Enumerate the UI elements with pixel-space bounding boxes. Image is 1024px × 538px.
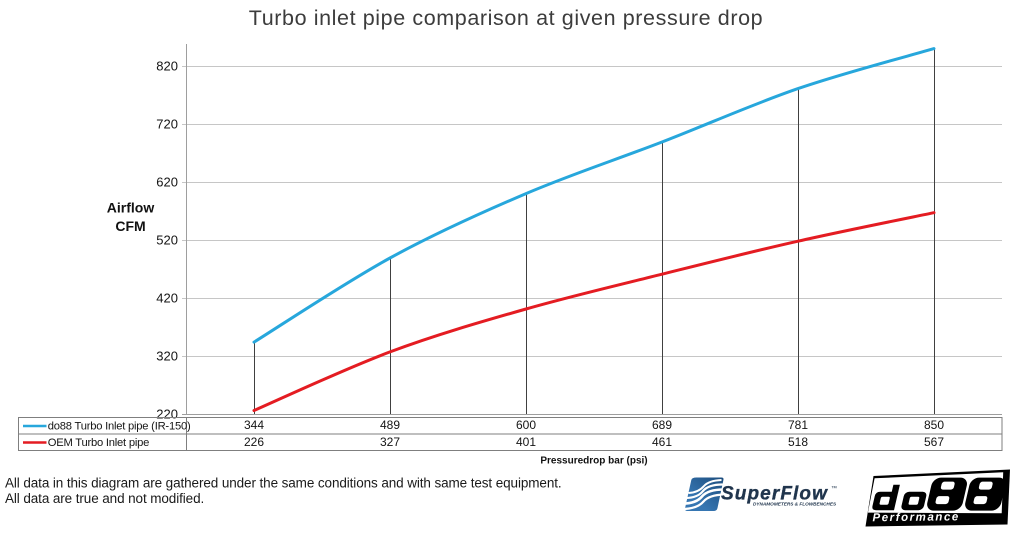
svg-text:220: 220 [156, 406, 178, 421]
svg-text:320: 320 [156, 349, 178, 364]
svg-text:461: 461 [652, 435, 672, 449]
svg-text:327: 327 [380, 435, 400, 449]
svg-text:420: 420 [156, 291, 178, 306]
svg-text:600: 600 [516, 418, 536, 432]
svg-text:All data in this diagram are g: All data in this diagram are gathered un… [5, 476, 562, 491]
svg-text:820: 820 [156, 59, 178, 74]
svg-text:™: ™ [831, 485, 837, 492]
svg-text:DYNAMOMETERS & FLOWBENCHES: DYNAMOMETERS & FLOWBENCHES [753, 502, 837, 507]
svg-text:567: 567 [924, 435, 944, 449]
svg-text:Airflow: Airflow [107, 200, 155, 216]
svg-text:344: 344 [244, 418, 264, 432]
svg-text:Turbo inlet pipe comparison at: Turbo inlet pipe comparison at given pre… [249, 6, 763, 30]
svg-text:Performance: Performance [872, 511, 959, 524]
svg-text:SuperFlow: SuperFlow [721, 484, 828, 505]
svg-text:520: 520 [156, 233, 178, 248]
svg-text:720: 720 [156, 117, 178, 132]
svg-text:226: 226 [244, 435, 264, 449]
svg-text:CFM: CFM [115, 218, 145, 234]
svg-text:401: 401 [516, 435, 536, 449]
svg-text:Pressuredrop bar (psi): Pressuredrop bar (psi) [540, 456, 647, 467]
svg-text:do88 Turbo Inlet pipe (IR-150): do88 Turbo Inlet pipe (IR-150) [48, 420, 191, 432]
svg-text:620: 620 [156, 175, 178, 190]
svg-text:All data are true and not modi: All data are true and not modified. [5, 491, 204, 506]
svg-text:OEM Turbo Inlet pipe: OEM Turbo Inlet pipe [48, 437, 149, 449]
svg-text:781: 781 [788, 418, 808, 432]
svg-text:489: 489 [380, 418, 400, 432]
svg-text:518: 518 [788, 435, 808, 449]
svg-text:689: 689 [652, 418, 672, 432]
svg-text:850: 850 [924, 418, 944, 432]
